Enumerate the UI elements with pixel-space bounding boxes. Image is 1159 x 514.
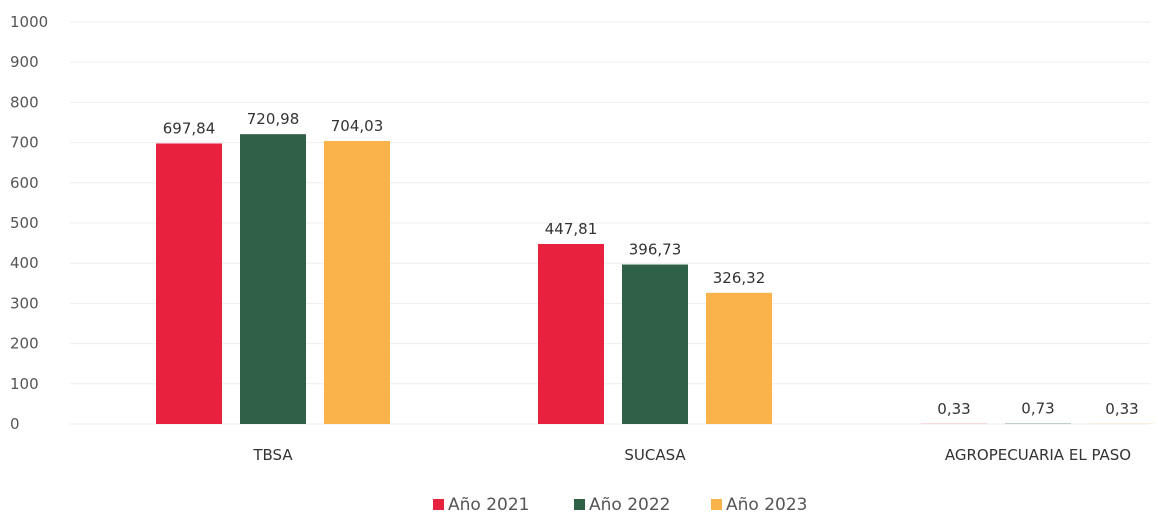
y-tick-label: 700 [10,134,39,152]
data-label: 0,33 [937,400,970,418]
legend-label: Año 2022 [589,495,670,514]
y-axis: 0 100 200 300 400 500 600 700 800 900 1000 [10,13,48,433]
x-axis: TBSA SUCASA AGROPECUARIA EL PASO [252,446,1131,464]
y-tick-label: 800 [10,93,39,111]
data-label: 697,84 [163,119,216,137]
legend-label: Año 2021 [448,495,529,514]
y-tick-label: 500 [10,214,39,232]
bar [538,243,604,424]
x-category-label: AGROPECUARIA EL PASO [945,446,1131,464]
legend-label: Año 2023 [726,495,807,514]
y-tick-label: 900 [10,53,39,71]
legend-swatch [433,499,444,510]
bar [156,143,222,424]
bar [622,264,688,424]
y-tick-label: 100 [10,375,39,393]
legend: Año 2021 Año 2022 Año 2023 [433,495,807,514]
x-category-label: SUCASA [624,446,686,464]
y-tick-label: 600 [10,174,39,192]
y-tick-label: 400 [10,254,39,272]
bar [240,134,306,424]
data-label: 447,81 [545,220,598,238]
data-labels: 697,84 720,98 704,03 447,81 396,73 326,32 0,33… [163,110,1139,418]
data-label: 0,73 [1021,400,1054,418]
y-tick-label: 1000 [10,13,48,31]
data-label: 396,73 [629,241,682,259]
x-category-label: TBSA [252,446,293,464]
bar [324,140,390,425]
data-label: 326,32 [713,269,766,287]
y-tick-label: 200 [10,335,39,353]
legend-swatch [574,499,585,510]
y-tick-label: 0 [10,415,20,433]
data-label: 720,98 [247,110,300,128]
bar [706,292,772,424]
bars [156,134,1155,425]
y-tick-label: 300 [10,294,39,312]
data-label: 0,33 [1105,400,1138,418]
data-label: 704,03 [331,117,384,135]
legend-swatch [711,499,722,510]
gridlines [70,21,1150,425]
